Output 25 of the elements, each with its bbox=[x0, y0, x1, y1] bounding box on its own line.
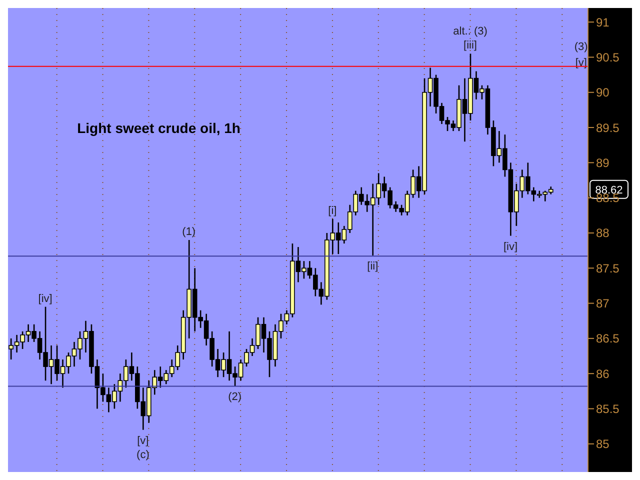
annotation: [iii] bbox=[464, 40, 478, 52]
y-tick-label: 91 bbox=[596, 15, 610, 30]
text: Light sweet crude oil, 1h bbox=[77, 120, 240, 136]
annotation: [iv] bbox=[38, 292, 52, 305]
y-tick-label: 86.5 bbox=[596, 332, 620, 346]
y-tick-label: 89 bbox=[596, 156, 610, 170]
annotation: [v] bbox=[137, 434, 149, 447]
annotation: (c) bbox=[136, 448, 150, 461]
y-tick-label: 90.5 bbox=[596, 50, 620, 64]
y-tick-label: 87.5 bbox=[596, 261, 620, 276]
y-tick-label: 87 bbox=[596, 296, 610, 311]
annotation: alt.: (3) bbox=[453, 26, 488, 38]
annotation: (3) bbox=[574, 41, 588, 53]
annotation: [v] bbox=[575, 57, 587, 69]
annotation: [ii] bbox=[367, 260, 378, 272]
y-tick-label: 88 bbox=[596, 226, 610, 240]
y-tick-label: 89.5 bbox=[596, 120, 620, 135]
y-tick-label: 86 bbox=[596, 366, 610, 381]
annotation: (2) bbox=[228, 391, 242, 404]
y-tick-label: 85 bbox=[596, 437, 610, 452]
annotation: [iv] bbox=[503, 240, 518, 253]
annotation: [i] bbox=[328, 204, 337, 217]
y-tick-label: 85.5 bbox=[596, 402, 620, 416]
annotation: (1) bbox=[182, 226, 196, 238]
y-tick-label: 90 bbox=[596, 86, 610, 100]
